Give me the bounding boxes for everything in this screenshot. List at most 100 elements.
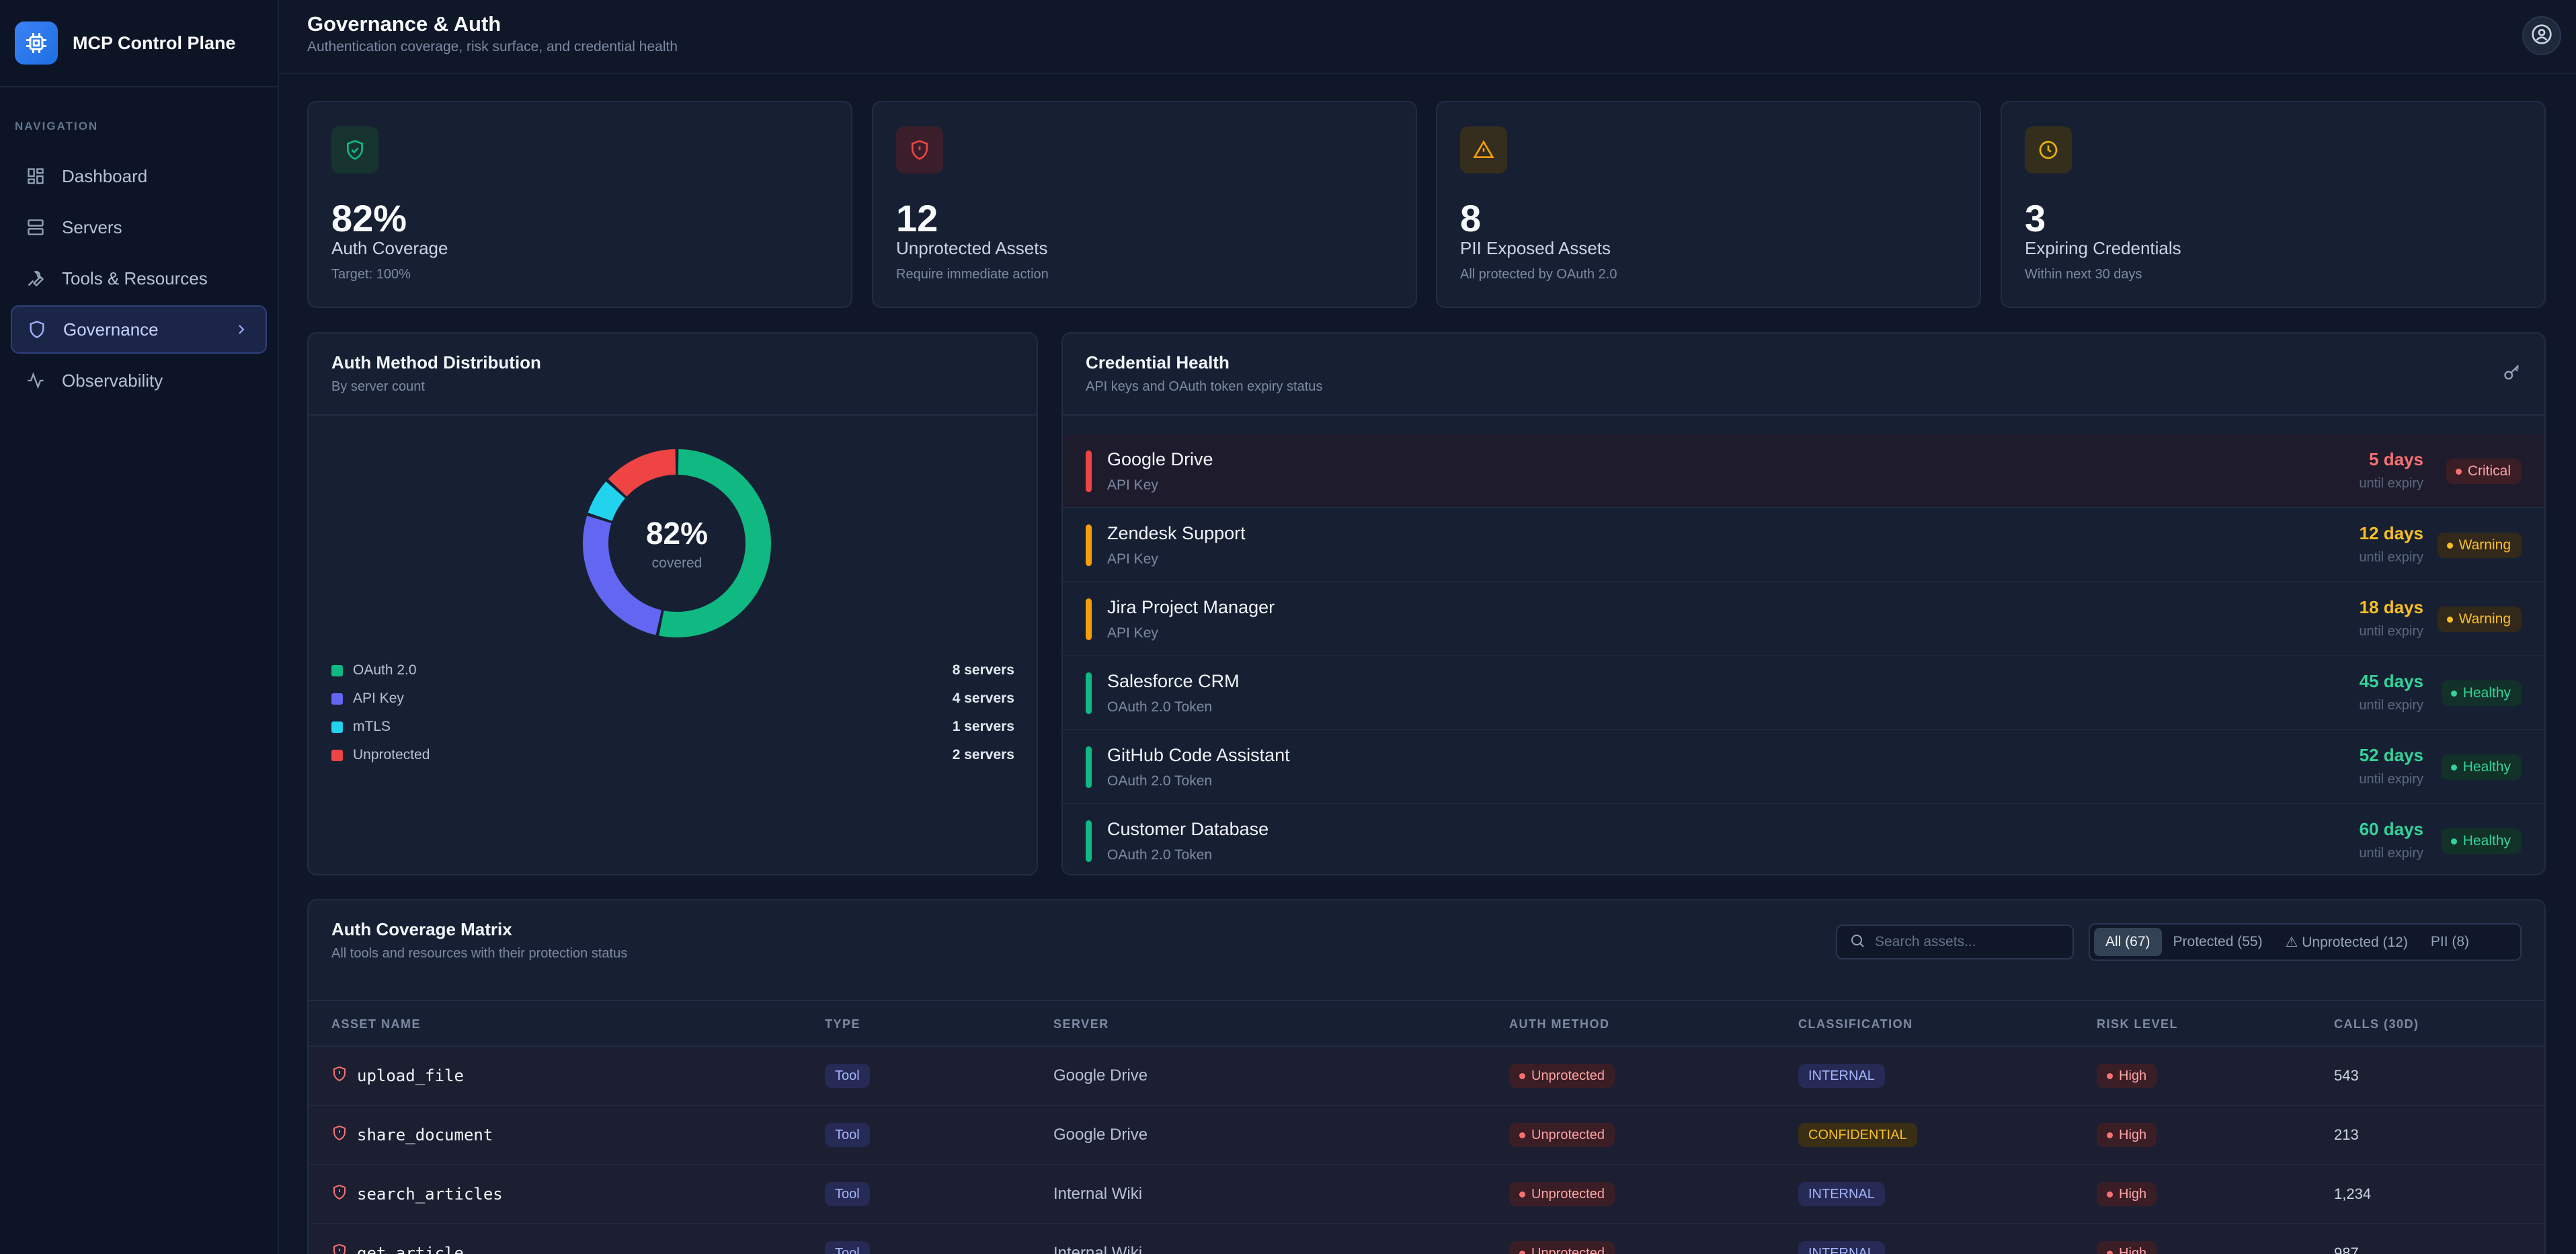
asset-cell: search_articles: [331, 1165, 503, 1223]
sidebar-item-servers[interactable]: Servers: [11, 203, 267, 251]
status-bar: [1086, 598, 1092, 640]
column-header-classification[interactable]: CLASSIFICATION: [1798, 1017, 1913, 1031]
search-input[interactable]: [1875, 934, 2070, 950]
legend-swatch: [331, 749, 343, 761]
brand[interactable]: MCP Control Plane: [0, 0, 278, 87]
sidebar-item-label: Tools & Resources: [62, 268, 208, 288]
donut-slice-api-key[interactable]: [583, 516, 662, 635]
user-menu-button[interactable]: [2522, 16, 2561, 55]
panel-title: Auth Method Distribution: [331, 352, 541, 373]
asset-cell: get_article: [331, 1224, 464, 1254]
donut-slice-mtls[interactable]: [588, 481, 626, 521]
credential-days: 52 days: [2359, 745, 2423, 765]
panel-subtitle: API keys and OAuth token expiry status: [1086, 379, 1323, 394]
clock-icon: [2025, 126, 2072, 173]
status-bar: [1086, 672, 1092, 714]
status-badge: Healthy: [2441, 680, 2522, 706]
donut-slice-unprotected[interactable]: [608, 449, 676, 497]
column-header-type[interactable]: TYPE: [825, 1017, 861, 1031]
shield-alert-icon: [331, 1184, 348, 1205]
credential-row-salesforce[interactable]: Salesforce CRM OAuth 2.0 Token 45 days u…: [1063, 656, 2544, 730]
donut-svg: [583, 449, 772, 637]
chip-icon: [15, 22, 58, 65]
stat-card-expiring: 3 Expiring Credentials Within next 30 da…: [2001, 101, 2546, 308]
server-cell: Google Drive: [1053, 1066, 1148, 1085]
warning-icon: [1460, 126, 1507, 173]
risk-cell: High: [2097, 1165, 2157, 1223]
type-badge: Tool: [825, 1064, 870, 1088]
column-header-auth-method[interactable]: AUTH METHOD: [1509, 1017, 1610, 1031]
sidebar-item-observability[interactable]: Observability: [11, 356, 267, 405]
donut-center: 82% covered: [576, 442, 778, 644]
table-row[interactable]: search_articles Tool Internal Wiki Unpro…: [309, 1165, 2544, 1224]
status-bar: [1086, 746, 1092, 788]
asset-name: upload_file: [357, 1066, 464, 1085]
column-header-calls[interactable]: CALLS (30D): [2334, 1017, 2419, 1031]
classification-badge: INTERNAL: [1798, 1064, 1885, 1088]
column-header-risk-level[interactable]: RISK LEVEL: [2097, 1017, 2179, 1031]
table-row[interactable]: get_article Tool Internal Wiki Unprotect…: [309, 1224, 2544, 1254]
asset-name: get_article: [357, 1244, 464, 1254]
table-row[interactable]: share_document Tool Google Drive Unprote…: [309, 1106, 2544, 1165]
panel-title: Auth Coverage Matrix: [331, 919, 512, 939]
credential-until: until expiry: [2359, 772, 2423, 787]
risk-badge: High: [2097, 1123, 2157, 1147]
shield-alert-icon: [331, 1243, 348, 1254]
credential-row-jira[interactable]: Jira Project Manager API Key 18 days unt…: [1063, 582, 2544, 656]
filter-unprotected[interactable]: ⚠ Unprotected (12): [2285, 934, 2408, 950]
credential-days: 18 days: [2359, 597, 2423, 617]
panel-subtitle: By server count: [331, 379, 425, 394]
type-cell: Tool: [825, 1224, 870, 1254]
shield-check-icon: [331, 126, 378, 173]
table-body: upload_file Tool Google Drive Unprotecte…: [309, 1047, 2544, 1254]
auth-badge: Unprotected: [1509, 1064, 1615, 1088]
credential-row-google-drive[interactable]: Google Drive API Key 5 days until expiry…: [1063, 434, 2544, 508]
credential-days: 45 days: [2359, 671, 2423, 691]
key-icon[interactable]: [2503, 363, 2522, 385]
credential-row-customer-db[interactable]: Customer Database OAuth 2.0 Token 60 day…: [1063, 804, 2544, 874]
column-header-server[interactable]: SERVER: [1053, 1017, 1109, 1031]
legend-swatch: [331, 721, 343, 733]
credential-type: API Key: [1107, 625, 1158, 641]
stat-value: 82%: [331, 197, 407, 239]
search-box: [1836, 925, 2074, 959]
sidebar-item-label: Servers: [62, 217, 122, 237]
classification-cell: INTERNAL: [1798, 1165, 1885, 1223]
stat-label: PII Exposed Assets: [1460, 238, 1611, 258]
stat-note: Target: 100%: [331, 267, 411, 282]
credential-days: 60 days: [2359, 819, 2423, 839]
auth-badge: Unprotected: [1509, 1241, 1615, 1254]
credential-until: until expiry: [2359, 624, 2423, 639]
asset-cell: upload_file: [331, 1047, 464, 1105]
credential-health-panel: Credential Health API keys and OAuth tok…: [1061, 332, 2546, 875]
sidebar-item-dashboard[interactable]: Dashboard: [11, 152, 267, 200]
table-row[interactable]: upload_file Tool Google Drive Unprotecte…: [309, 1047, 2544, 1106]
status-badge: Healthy: [2441, 754, 2522, 780]
filter-all[interactable]: All (67): [2094, 928, 2162, 956]
credential-name: GitHub Code Assistant: [1107, 745, 1290, 765]
sidebar-item-governance[interactable]: Governance: [11, 305, 267, 354]
server-cell: Internal Wiki: [1053, 1185, 1143, 1203]
donut-caption: covered: [651, 555, 702, 571]
credential-until: until expiry: [2359, 846, 2423, 861]
auth-distribution-panel: Auth Method Distribution By server count…: [307, 332, 1038, 875]
type-badge: Tool: [825, 1241, 870, 1254]
stat-card-unprotected: 12 Unprotected Assets Require immediate …: [872, 101, 1417, 308]
credential-row-zendesk[interactable]: Zendesk Support API Key 12 days until ex…: [1063, 508, 2544, 582]
column-header-asset-name[interactable]: ASSET NAME: [331, 1017, 421, 1031]
legend-label: mTLS: [353, 719, 391, 734]
risk-cell: High: [2097, 1047, 2157, 1105]
stat-value: 8: [1460, 197, 1482, 239]
credential-row-github[interactable]: GitHub Code Assistant OAuth 2.0 Token 52…: [1063, 730, 2544, 804]
filter-pii[interactable]: PII (8): [2430, 934, 2470, 949]
stat-label: Expiring Credentials: [2025, 238, 2181, 258]
asset-name: share_document: [357, 1126, 493, 1144]
status-bar: [1086, 820, 1092, 862]
table-header: ASSET NAME TYPE SERVER AUTH METHOD CLASS…: [309, 1000, 2544, 1047]
credential-type: API Key: [1107, 477, 1158, 493]
credential-type: OAuth 2.0 Token: [1107, 773, 1213, 789]
app-name: MCP Control Plane: [73, 32, 236, 53]
donut-slice-oauth-2-0[interactable]: [659, 449, 772, 637]
filter-protected[interactable]: Protected (55): [2173, 934, 2263, 949]
sidebar-item-tools-resources[interactable]: Tools & Resources: [11, 254, 267, 303]
